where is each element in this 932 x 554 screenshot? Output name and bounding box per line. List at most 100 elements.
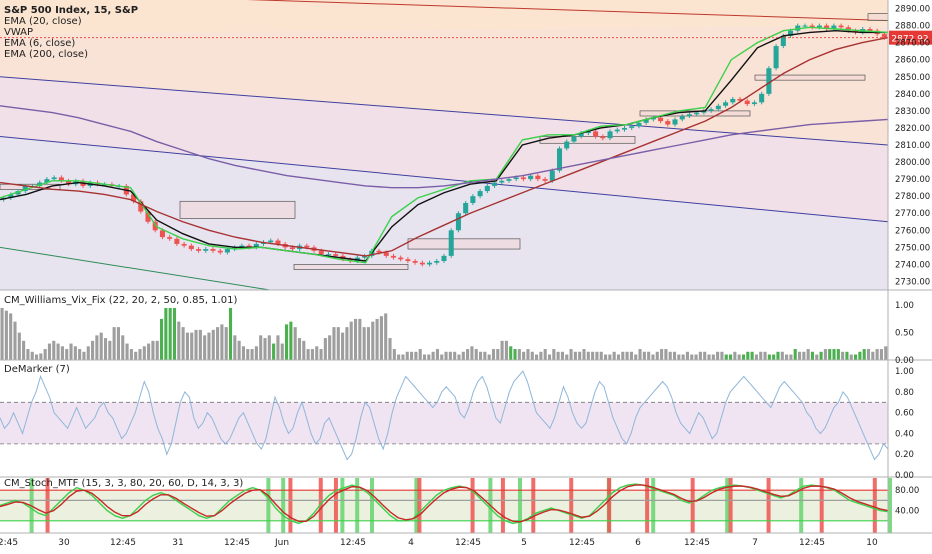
candle-body xyxy=(845,27,851,31)
vix-bar xyxy=(612,351,616,360)
candle-body xyxy=(824,25,830,29)
candle-body xyxy=(188,245,194,250)
x-tick-label: 12:45 xyxy=(110,538,136,548)
vix-bar xyxy=(9,313,13,360)
y-tick-label: 2760.00 xyxy=(895,226,930,236)
vix-bar xyxy=(547,354,552,360)
vix-bar xyxy=(237,340,241,360)
y-tick-label: 2780.00 xyxy=(895,192,930,202)
candle-body xyxy=(600,136,606,139)
vix-bar xyxy=(366,327,371,360)
vix-bar xyxy=(371,321,375,360)
y-tick-label: 2850.00 xyxy=(895,73,930,83)
candle-body xyxy=(304,245,310,248)
legend-item-ema20[interactable]: EMA (20, close) xyxy=(4,16,82,27)
vix-bar xyxy=(297,338,302,360)
vix-bar xyxy=(539,351,543,360)
y-tick-label: 2880.00 xyxy=(895,22,930,32)
vix-bar xyxy=(638,349,642,360)
pane-title-williams[interactable]: CM_Williams_Vix_Fix (22, 20, 2, 50, 0.85… xyxy=(4,295,238,306)
vix-bar xyxy=(26,349,30,360)
candle-body xyxy=(665,121,671,125)
y-tick-label: 2860.00 xyxy=(895,56,930,66)
candle-body xyxy=(708,109,714,111)
vix-bar xyxy=(668,351,672,360)
vix-bar xyxy=(47,343,52,360)
vix-bar xyxy=(254,346,258,360)
vix-bar xyxy=(823,349,827,360)
candle-body xyxy=(788,30,794,36)
pane-title-stoch[interactable]: CM_Stoch_MTF (15, 3, 3, 80, 20, 60, D, 1… xyxy=(4,478,244,489)
x-tick-label: 6 xyxy=(635,538,641,548)
line-ema-200-close- xyxy=(0,36,889,257)
candle-body xyxy=(181,243,187,246)
legend-item-ema6[interactable]: EMA (6, close) xyxy=(4,38,76,49)
vix-bar xyxy=(52,340,56,360)
vix-bar xyxy=(34,354,39,360)
candle-body xyxy=(614,129,620,132)
demarker-line xyxy=(0,370,889,461)
y-tick-label: 80.00 xyxy=(895,486,919,496)
price-tag-box xyxy=(889,30,932,45)
vix-bar xyxy=(866,349,871,360)
candle-body xyxy=(159,230,165,238)
x-tick-label: 5 xyxy=(521,538,527,548)
vix-bar xyxy=(138,349,142,360)
vix-bar xyxy=(362,327,366,360)
vix-bar xyxy=(845,351,849,360)
vix-bar xyxy=(422,354,427,360)
vix-bar xyxy=(116,327,120,360)
vix-bar xyxy=(30,351,34,360)
vix-bar xyxy=(629,351,633,360)
candle-body xyxy=(744,100,750,105)
symbol-title[interactable]: S&P 500 Index, 15, S&P xyxy=(4,5,139,16)
vix-bar xyxy=(332,327,336,360)
stoch-signal-green xyxy=(355,478,360,533)
vix-bar xyxy=(276,335,280,360)
vix-bar xyxy=(293,327,297,360)
vix-bar xyxy=(608,354,612,360)
vix-bar xyxy=(220,324,224,360)
vix-bar xyxy=(724,354,728,360)
stoch-band xyxy=(0,490,888,521)
vix-bar xyxy=(660,349,664,360)
vix-bar xyxy=(707,354,711,360)
vix-bar xyxy=(103,338,108,360)
support-line xyxy=(0,246,271,291)
candle-body xyxy=(196,249,202,251)
vix-bar xyxy=(625,351,629,360)
vix-bar xyxy=(509,346,513,360)
vix-bar xyxy=(207,332,211,360)
vix-bar xyxy=(164,307,168,360)
candle-body xyxy=(412,261,418,263)
vix-bar xyxy=(603,354,608,360)
candle-body xyxy=(145,211,151,222)
candle-body xyxy=(58,177,64,181)
vix-bar xyxy=(181,327,185,360)
candle-body xyxy=(549,170,555,181)
legend-item-ema200[interactable]: EMA (200, close) xyxy=(4,49,88,60)
vix-bar xyxy=(578,351,582,360)
vix-bar xyxy=(466,349,470,360)
y-tick-label: 0.40 xyxy=(895,429,914,439)
vix-bar xyxy=(746,351,750,360)
candle-body xyxy=(513,177,519,180)
vix-bar xyxy=(478,351,483,360)
vix-bar xyxy=(147,343,151,360)
vix-bar xyxy=(453,351,457,360)
legend-item-vwap[interactable]: VWAP xyxy=(4,27,34,38)
vix-bar xyxy=(108,340,112,360)
vix-bar xyxy=(875,349,879,360)
stoch-signal-red xyxy=(569,478,574,533)
stoch-signal-red xyxy=(766,478,771,533)
pane-title-demarker[interactable]: DeMarker (7) xyxy=(4,364,70,375)
vix-bar xyxy=(22,340,26,360)
vix-bar xyxy=(315,346,319,360)
candle-body xyxy=(759,93,765,103)
vix-bar xyxy=(39,353,43,360)
vix-bar xyxy=(56,343,60,360)
x-tick-label: 30 xyxy=(58,538,70,548)
vix-bar xyxy=(685,351,690,360)
vix-bar xyxy=(414,351,418,360)
